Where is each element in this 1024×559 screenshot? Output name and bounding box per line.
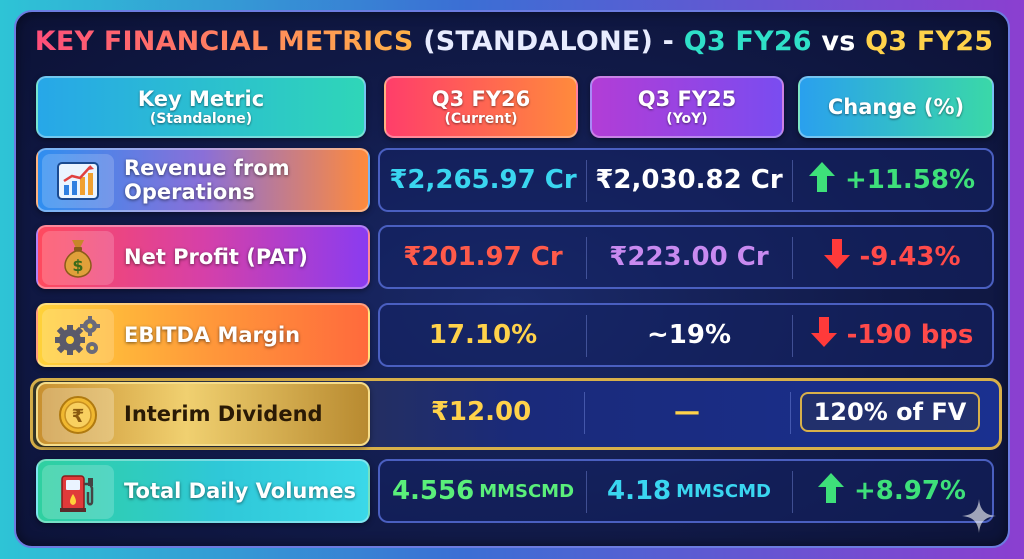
metric-label-cell: EBITDA Margin	[36, 303, 370, 367]
header-change: Change (%)	[798, 76, 994, 138]
previous-unit: MMSCMD	[676, 480, 771, 502]
change-value: +8.97%	[792, 461, 992, 521]
current-value: 4.556 MMSCMD	[380, 461, 586, 521]
change-value: +11.58%	[792, 150, 992, 210]
title-part-2: (STANDALONE) -	[423, 26, 675, 57]
previous-value: ~19%	[646, 320, 732, 350]
table-row-net-profit: $ Net Profit (PAT) ₹201.97 Cr ₹223.00 Cr…	[36, 225, 994, 289]
values-cell: 4.556 MMSCMD 4.18 MMSCMD +8.97%	[378, 459, 994, 523]
change-value: 120% of FV	[790, 382, 990, 442]
header-label: Q3 FY25	[637, 86, 737, 111]
divider	[792, 237, 793, 279]
previous-value: —	[674, 397, 700, 427]
current-value: ₹12.00	[430, 397, 532, 427]
change-text: -9.43%	[859, 242, 961, 272]
divider	[792, 315, 793, 357]
previous-number: 4.18	[606, 476, 672, 506]
current-value: ₹2,265.97 Cr	[389, 165, 577, 195]
change-text: 120% of FV	[799, 392, 981, 432]
previous-value: ₹223.00 Cr	[609, 242, 769, 272]
page-title: KEY FINANCIAL METRICS (STANDALONE) - Q3 …	[16, 26, 1012, 57]
values-cell: ₹12.00 — 120% of FV	[378, 382, 994, 446]
divider	[586, 315, 587, 357]
header-previous: Q3 FY25 (YoY)	[590, 76, 784, 138]
header-sublabel: (Current)	[444, 110, 518, 127]
change-text: -190 bps	[846, 320, 974, 350]
svg-text:$: $	[72, 256, 83, 275]
header-label: Key Metric	[137, 86, 265, 111]
arrow-up-icon	[818, 472, 844, 510]
fuel-pump-icon	[42, 465, 114, 519]
table-row-ebitda: EBITDA Margin 17.10% ~19% -190 bps	[36, 303, 994, 367]
metric-label-cell: $ Net Profit (PAT)	[36, 225, 370, 289]
header-key-metric: Key Metric (Standalone)	[36, 76, 366, 138]
divider	[586, 160, 587, 202]
table-row-revenue: Revenue from Operations ₹2,265.97 Cr ₹2,…	[36, 148, 994, 212]
values-cell: ₹2,265.97 Cr ₹2,030.82 Cr +11.58%	[378, 148, 994, 212]
metric-label-cell: Revenue from Operations	[36, 148, 370, 212]
sparkle-icon	[962, 499, 996, 537]
gears-icon	[42, 309, 114, 363]
arrow-up-icon	[808, 161, 835, 199]
change-text: +11.58%	[844, 165, 976, 195]
title-part-4: vs	[821, 26, 856, 57]
rupee-coin-icon: ₹	[42, 388, 114, 442]
divider	[792, 471, 793, 513]
metric-label-cell: Total Daily Volumes	[36, 459, 370, 523]
chart-icon	[42, 154, 114, 208]
money-bag-icon: $	[42, 231, 114, 285]
change-text: +8.97%	[854, 476, 966, 506]
table-row-volumes: Total Daily Volumes 4.556 MMSCMD 4.18 MM…	[36, 459, 994, 523]
divider	[586, 237, 587, 279]
change-value: -9.43%	[792, 227, 992, 287]
arrow-down-icon	[810, 316, 837, 354]
current-number: 4.556	[391, 476, 475, 506]
divider	[792, 160, 793, 202]
header-current: Q3 FY26 (Current)	[384, 76, 578, 138]
metric-name: Total Daily Volumes	[124, 479, 356, 503]
previous-value: 4.18 MMSCMD	[586, 461, 792, 521]
title-part-5: Q3 FY25	[865, 26, 994, 57]
current-value: ₹201.97 Cr	[403, 242, 563, 272]
header-label: Q3 FY26	[431, 86, 531, 111]
metric-name: Revenue from Operations	[124, 156, 290, 204]
values-cell: 17.10% ~19% -190 bps	[378, 303, 994, 367]
arrow-down-icon	[823, 238, 850, 276]
divider	[586, 471, 587, 513]
values-cell: ₹201.97 Cr ₹223.00 Cr -9.43%	[378, 225, 994, 289]
current-value: 17.10%	[428, 320, 538, 350]
header-label: Change (%)	[827, 95, 965, 119]
metric-name: Net Profit (PAT)	[124, 245, 308, 269]
current-unit: MMSCMD	[479, 480, 575, 502]
title-part-3: Q3 FY26	[683, 26, 812, 57]
header-sublabel: (YoY)	[666, 110, 708, 127]
metric-label-cell: ₹ Interim Dividend	[36, 382, 370, 446]
metrics-panel: KEY FINANCIAL METRICS (STANDALONE) - Q3 …	[14, 10, 1010, 548]
table-row-dividend: ₹ Interim Dividend ₹12.00 — 120% of FV	[36, 382, 994, 446]
metric-name: Interim Dividend	[124, 402, 323, 426]
divider	[790, 392, 791, 434]
change-value: -190 bps	[792, 305, 992, 365]
metric-name: EBITDA Margin	[124, 323, 301, 347]
svg-text:₹: ₹	[72, 406, 85, 427]
previous-value: ₹2,030.82 Cr	[595, 165, 783, 195]
header-sublabel: (Standalone)	[149, 110, 253, 127]
divider	[584, 392, 585, 434]
title-part-1: KEY FINANCIAL METRICS	[34, 26, 414, 57]
